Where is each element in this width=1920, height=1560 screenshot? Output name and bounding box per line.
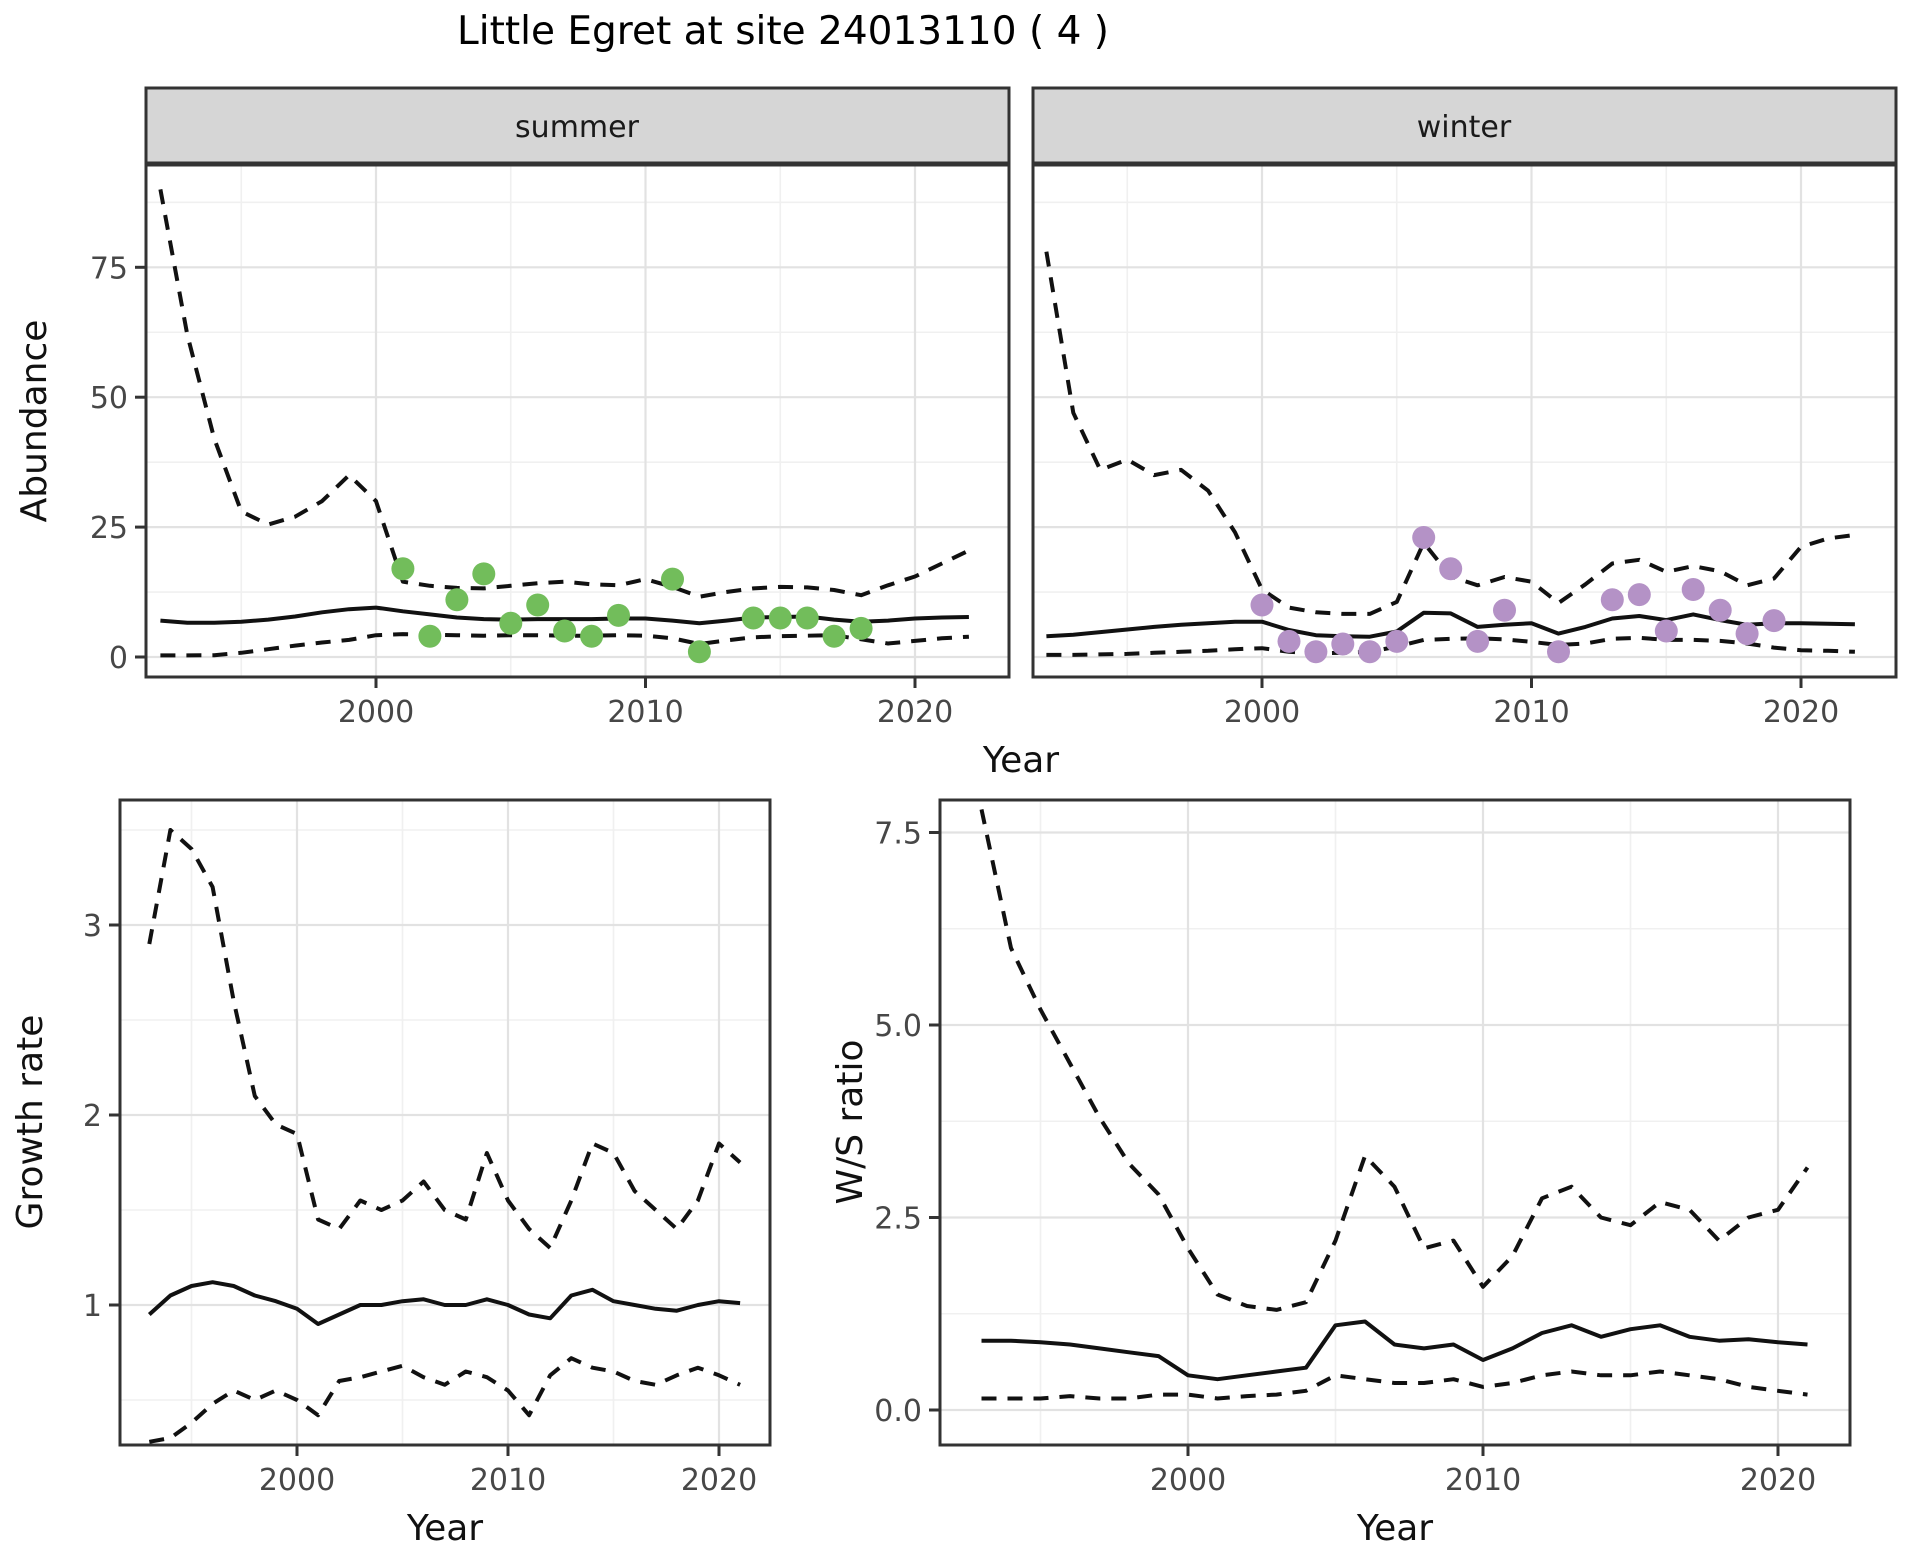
panel-border [118,798,772,1447]
panel-background [1033,165,1896,677]
data-point [1654,619,1678,643]
x-tick-label: 2010 [470,1463,546,1498]
data-point [1735,622,1759,646]
data-point [1627,583,1651,607]
data-point [687,640,711,664]
figure-title: Little Egret at site 24013110 ( 4 ) [457,9,1109,54]
x-tick-label: 2000 [1150,1463,1226,1498]
data-point [741,606,765,630]
data-point [1385,629,1409,653]
y-tick-label: 2 [83,1099,102,1134]
data-point [1358,640,1382,664]
data-point [1547,640,1570,664]
panel-summer: 2000 2010 2020 0 25 50 75 [90,163,1011,730]
y-tick-label: 50 [90,381,128,416]
y-tick-label: 1 [83,1289,102,1324]
panel-growth-rate: 2000 2010 2020 1 2 3 [83,798,772,1498]
panel-border [1031,163,1898,679]
growth-rate-axis-title: Growth rate [10,1015,51,1230]
data-point [553,619,577,643]
x-tick-label: 2020 [1763,695,1839,730]
ci-lower-line [148,1356,741,1444]
panel-border [144,163,1011,679]
data-point [661,567,684,591]
median-line [981,1319,1808,1382]
x-tick-label: 2020 [877,695,953,730]
data-point [1331,632,1355,656]
data-point [580,624,604,648]
ci-upper-line [979,808,1810,1312]
panel-background [146,165,1009,677]
ci-lower-line [981,1369,1808,1401]
ci-upper-line [158,189,970,599]
data-point [499,611,523,635]
data-point [1304,640,1328,664]
data-point [445,588,469,612]
y-tick-label: 7.5 [874,817,922,852]
data-point [1708,598,1732,622]
facet-strip-label: winter [1417,110,1512,145]
abundance-axis-title: Abundance [14,320,55,523]
data-point [418,624,442,648]
data-point [849,616,873,640]
data-point [1493,598,1516,622]
x-tick-label: 2010 [1445,1463,1521,1498]
bottom-left-year-axis-title: Year [406,1508,483,1549]
median-line [147,1280,741,1326]
data-point [1277,629,1301,653]
data-point [768,606,792,630]
panel-winter: 2000 2010 2020 [1031,163,1898,730]
y-tick-label: 2.5 [874,1202,922,1237]
data-point [1439,557,1463,581]
facet-strip-label: summer [515,110,640,145]
median-line [160,605,969,626]
data-point [1762,609,1786,633]
x-tick-label: 2020 [681,1463,757,1498]
data-point [1681,578,1705,601]
panel-border [938,798,1852,1447]
data-point [1466,629,1490,653]
x-tick-label: 2000 [1224,695,1300,730]
data-point [795,606,819,630]
data-point [1250,593,1274,617]
data-point [472,562,496,586]
x-tick-label: 2020 [1740,1463,1816,1498]
x-tick-label: 2010 [607,695,683,730]
facet-strip-summer: summer [144,86,1011,165]
ws-ratio-axis-title: W/S ratio [830,1039,871,1204]
y-tick-label: 0.0 [874,1394,922,1429]
ci-upper-line [147,828,742,1250]
x-tick-label: 2000 [259,1463,335,1498]
y-tick-label: 0 [109,641,128,676]
ci-lower-line [1046,635,1855,657]
data-point [607,603,630,627]
data-point [1412,526,1436,549]
top-year-axis-title: Year [982,740,1059,781]
data-point [822,624,846,648]
panel-w-s-ratio: 2000 2010 2020 0.0 2.5 5.0 7.5 [874,798,1852,1498]
y-tick-label: 5.0 [874,1009,922,1044]
data-point [526,593,550,617]
bottom-right-year-axis-title: Year [1356,1508,1433,1549]
data-point [391,557,415,581]
y-tick-label: 25 [90,511,128,546]
panel-background [940,800,1850,1445]
data-point [1600,588,1624,612]
x-tick-label: 2010 [1493,695,1569,730]
x-tick-label: 2000 [338,695,414,730]
y-tick-label: 75 [90,251,128,286]
facet-strip-winter: winter [1031,86,1898,165]
y-tick-label: 3 [83,909,102,944]
panel-background [120,800,770,1445]
